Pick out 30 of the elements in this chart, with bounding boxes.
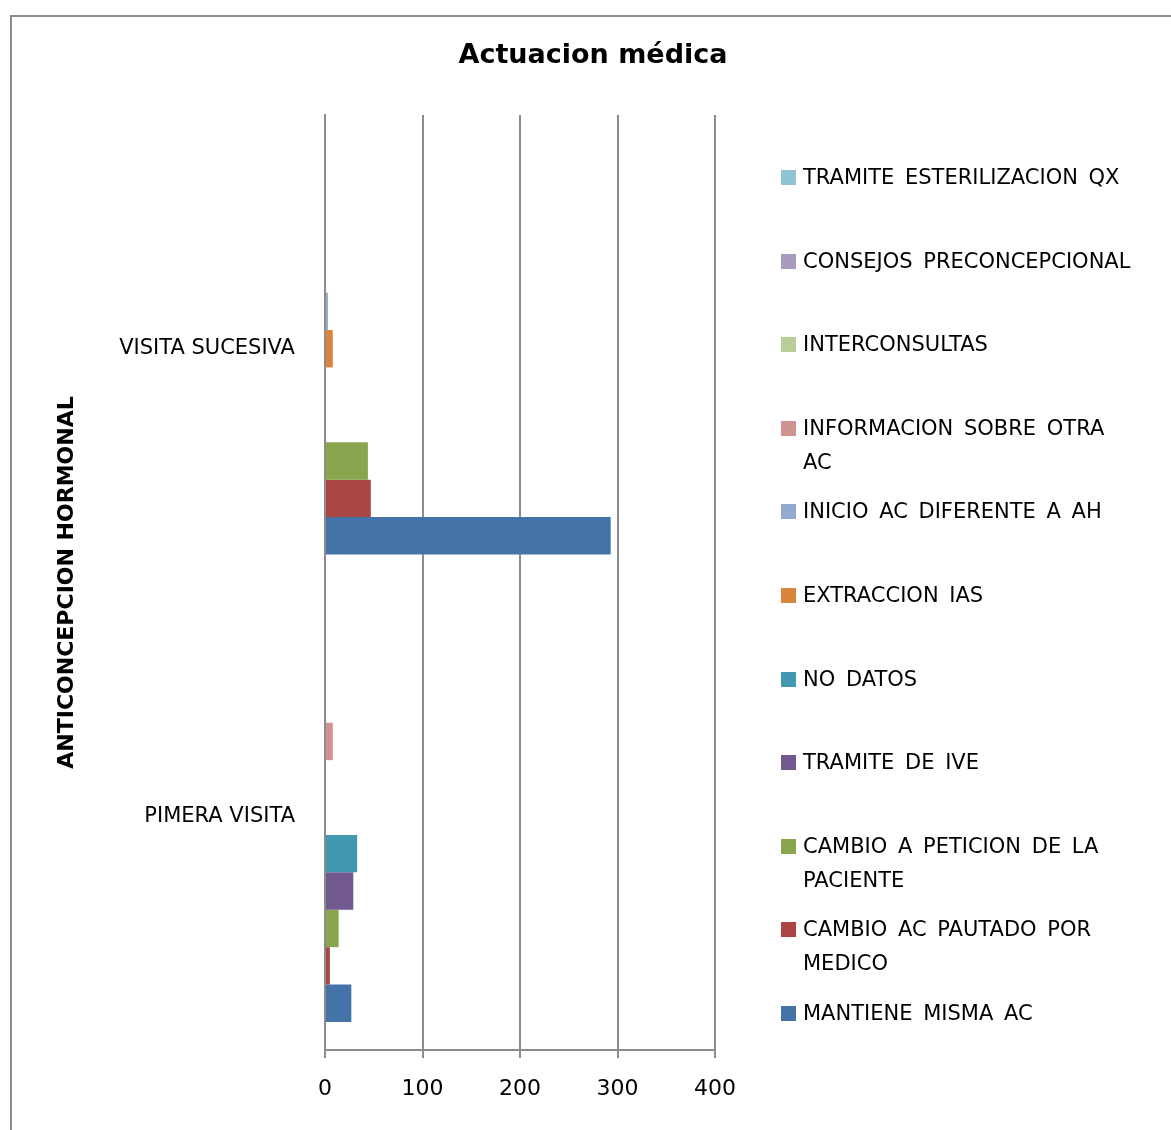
x-tick-label: 200	[499, 1074, 541, 1100]
y-tick-label: PIMERA VISITA	[144, 802, 296, 827]
legend-label: CAMBIO AC PAUTADO POR MEDICO	[803, 916, 1093, 978]
bar	[326, 984, 352, 1022]
legend-label: CAMBIO A PETICION DE LA PACIENTE	[803, 832, 1100, 894]
bar	[326, 909, 339, 948]
x-tick-label: 400	[694, 1074, 736, 1100]
bar	[326, 872, 354, 910]
x-tick-label: 100	[401, 1074, 444, 1100]
y-axis-title: ANTICONCEPCION HORMONAL	[52, 396, 78, 769]
bar	[326, 834, 358, 873]
x-tick-label: 0	[318, 1074, 332, 1100]
bar	[326, 479, 371, 518]
bar	[326, 722, 333, 761]
y-tick-label: VISITA SUCESIVA	[119, 335, 296, 360]
chart-title: Actuacion médica	[457, 38, 729, 69]
legend-label: CONSEJOS PRECONCEPCIONAL	[803, 247, 1132, 275]
bar	[326, 517, 611, 555]
x-tick-label: 300	[596, 1074, 639, 1100]
legend-label: NO DATOS	[803, 665, 919, 693]
legend-label: INICIO AC DIFERENTE A AH	[803, 498, 1103, 526]
legend-label: INFORMACION SOBRE OTRA AC	[803, 414, 1106, 476]
legend-label: EXTRACCION IAS	[803, 582, 985, 609]
legend-label: TRAMITE ESTERILIZACION QX	[803, 164, 1121, 191]
legend-label: MANTIENE MISMA AC	[803, 1000, 1034, 1027]
bar	[326, 442, 368, 480]
bar	[326, 947, 330, 985]
legend-label: TRAMITE DE IVE	[803, 749, 980, 777]
bar	[326, 330, 333, 368]
legend-label: INTERCONSULTAS	[803, 331, 989, 359]
